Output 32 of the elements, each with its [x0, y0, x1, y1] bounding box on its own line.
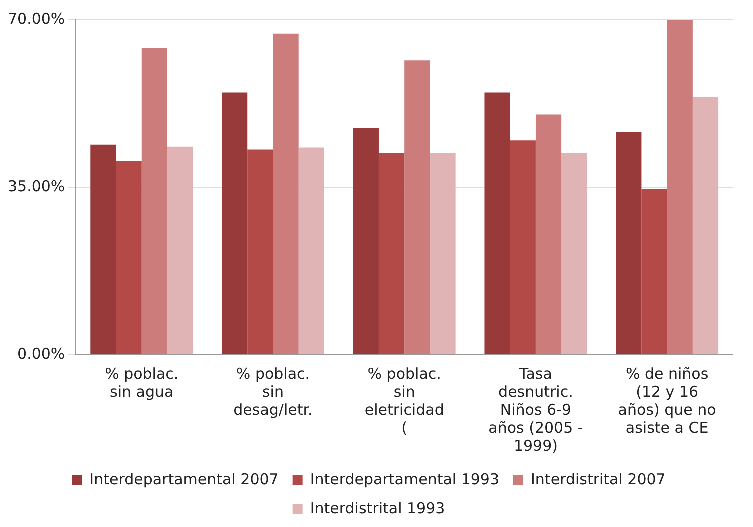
legend-label: Interdistrital 2007	[531, 470, 666, 488]
bar	[642, 189, 668, 354]
bar	[222, 92, 248, 354]
x-tick-label: Tasa desnutric. Niños 6-9 años (2005 - 1999)	[488, 364, 584, 455]
bar	[167, 146, 194, 354]
bar	[142, 48, 168, 354]
y-tick-label: 70.00%	[8, 10, 66, 28]
bar	[378, 154, 405, 354]
bar	[404, 60, 430, 354]
y-tick-label: 0.00%	[18, 344, 66, 363]
bar	[667, 20, 693, 354]
bar	[616, 132, 642, 354]
bar	[484, 92, 510, 354]
x-tick-label: % poblac. sin desag/letr.	[234, 364, 313, 419]
bar	[116, 161, 142, 354]
legend-label: Interdepartamental 1993	[310, 470, 500, 488]
bar	[273, 34, 299, 354]
bar	[353, 128, 379, 354]
bar	[562, 154, 588, 354]
bar	[430, 154, 456, 354]
bar	[298, 148, 324, 354]
bar	[692, 98, 719, 354]
bar	[90, 144, 116, 354]
bar	[536, 114, 562, 354]
x-tick-label: % poblac. sin eletricidad (	[364, 364, 444, 437]
bar	[510, 140, 536, 354]
bar	[248, 150, 274, 354]
legend-label: Interdepartamental 2007	[90, 470, 279, 488]
x-tick-label: % poblac. sin agua	[105, 364, 179, 401]
y-tick-label: 35.00%	[8, 177, 66, 196]
legend-label: Interdistrital 1993	[310, 499, 446, 518]
x-tick-label: % de niños (12 y 16 años) que no asiste a CE	[618, 364, 716, 437]
